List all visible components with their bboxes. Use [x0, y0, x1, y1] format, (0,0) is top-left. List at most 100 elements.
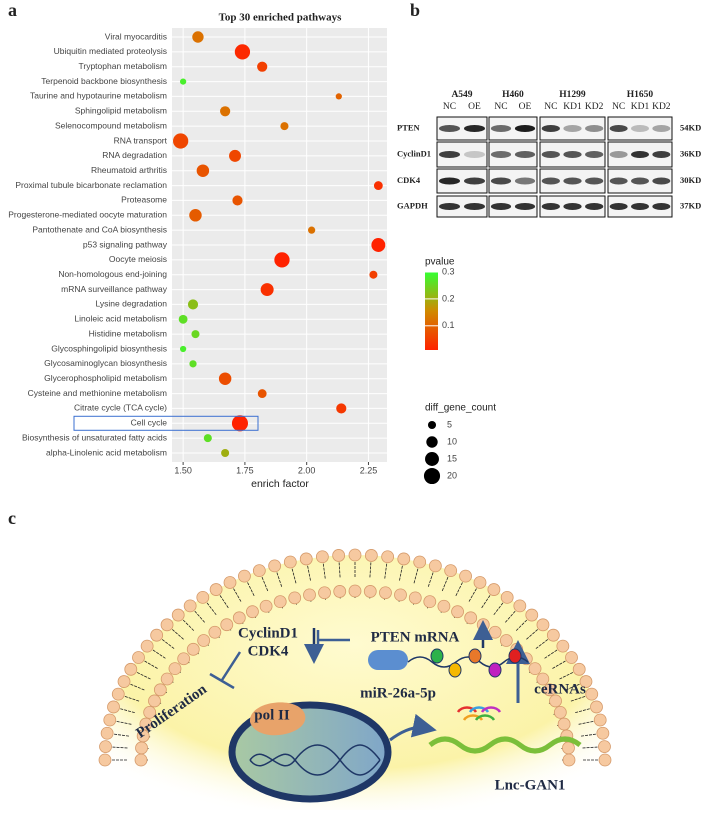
lipid-head [160, 618, 174, 632]
dot [178, 314, 188, 324]
blot-box [436, 141, 488, 168]
dot [369, 270, 378, 279]
ribosome [368, 650, 408, 670]
lipid-head [315, 550, 329, 564]
lipid-head [499, 634, 513, 647]
y-tick-label: Viral myocarditis [105, 31, 167, 41]
lipid-head [487, 583, 501, 596]
lipid-head [459, 569, 472, 583]
colorbar [425, 272, 438, 350]
size-label: 10 [447, 436, 457, 446]
lipid-head [476, 618, 490, 632]
band [541, 177, 560, 185]
bead [508, 648, 522, 664]
lipid-head [168, 662, 182, 676]
blot-box [436, 116, 488, 141]
lipid-head [585, 687, 599, 701]
lipid-head [546, 628, 560, 642]
blot-box [539, 116, 606, 141]
lipid-head [150, 628, 164, 642]
dot [173, 133, 189, 149]
size-marker: 37KD [680, 200, 701, 210]
y-tick-label: Oocyte meiosis [109, 254, 167, 264]
lipid-head [268, 559, 282, 573]
lipid-head [303, 588, 316, 602]
blot-box [488, 116, 538, 141]
size-label: 20 [447, 470, 457, 480]
y-tick-label: Lysine degradation [95, 299, 167, 309]
y-tick-label: Histidine metabolism [89, 328, 167, 338]
dot [371, 238, 386, 252]
band [585, 151, 604, 158]
band [563, 177, 582, 185]
y-tick-label: Cell cycle [131, 418, 168, 428]
lipid-head [556, 639, 570, 653]
lipid-head [525, 608, 539, 622]
microrna [462, 714, 484, 721]
lipid-head [437, 599, 451, 613]
y-tick-label: alpha-Linolenic acid metabolism [46, 447, 167, 457]
cell-line: H1299 [559, 90, 586, 100]
lipid-head [132, 651, 145, 664]
blot-box [607, 116, 673, 141]
band [541, 151, 560, 158]
band [585, 177, 604, 185]
lane-label: KD2 [652, 102, 671, 112]
dot [187, 299, 199, 310]
dot [180, 345, 187, 353]
lipid-head [259, 599, 273, 613]
x-tick-label: 2.00 [298, 465, 316, 475]
diagram-label: pol II [254, 707, 290, 723]
band [631, 125, 649, 132]
dot [189, 209, 202, 222]
lipid-head [572, 662, 586, 676]
lipid-head [98, 753, 112, 767]
dot [373, 181, 383, 190]
lipid-head [562, 753, 576, 767]
lipid-head [223, 576, 237, 589]
legend-title: pvalue [425, 257, 455, 268]
size-label: 15 [447, 453, 457, 463]
band [464, 203, 485, 210]
lipid-head [394, 588, 407, 602]
protein-label: PTEN [397, 122, 421, 132]
lipid-head [543, 683, 557, 697]
dot [231, 415, 249, 432]
arrow [389, 713, 437, 742]
dot [257, 61, 268, 72]
band [464, 125, 485, 132]
lipid-head [500, 590, 514, 604]
chart-title: Top 30 enriched pathways [219, 12, 342, 24]
lipid-head [238, 569, 251, 583]
lipid-head [579, 675, 593, 688]
band [541, 203, 560, 210]
colorbar-label: 0.2 [442, 293, 455, 303]
band [652, 151, 671, 158]
dot [336, 403, 347, 414]
dot [229, 149, 241, 162]
dot [189, 360, 197, 368]
x-tick-label: 2.25 [360, 465, 378, 475]
mrna [407, 656, 529, 668]
lipid-head [536, 618, 550, 632]
lipid-head [111, 687, 125, 701]
dot [335, 93, 342, 100]
panel-label: a [8, 0, 17, 20]
microrna [480, 706, 502, 713]
lipid-head [348, 584, 362, 598]
band [464, 151, 485, 158]
lipid-head [348, 548, 362, 562]
band [631, 203, 649, 210]
band [563, 203, 582, 210]
y-tick-label: RNA degradation [102, 150, 167, 160]
band [439, 203, 460, 210]
band [652, 177, 671, 185]
band [439, 151, 460, 158]
y-tick-label: Pantothenate and CoA biosynthesis [32, 224, 167, 234]
inhibit [209, 651, 242, 690]
lipid-head [252, 564, 266, 578]
lipid-head [232, 611, 246, 625]
band [541, 125, 560, 132]
lipid-head [136, 729, 150, 743]
